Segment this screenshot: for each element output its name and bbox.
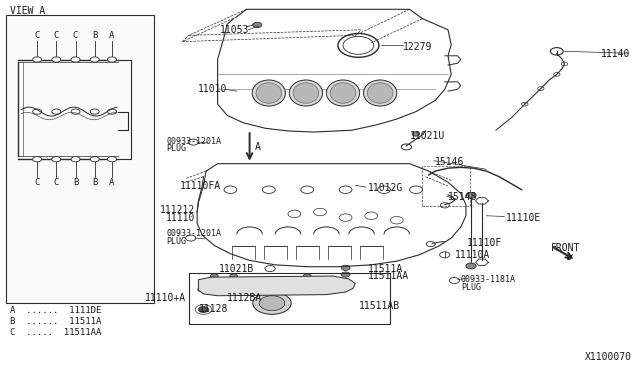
Circle shape [230, 274, 237, 278]
Text: 15148: 15148 [448, 192, 477, 202]
Text: X1100070: X1100070 [586, 352, 632, 362]
Circle shape [323, 278, 330, 282]
Text: 11511A: 11511A [368, 264, 403, 273]
Text: C: C [35, 31, 40, 40]
Text: A: A [109, 178, 115, 187]
Text: 11021B: 11021B [219, 264, 254, 273]
Text: 00933-1201A: 00933-1201A [166, 137, 221, 146]
Circle shape [33, 157, 42, 162]
Text: 11128: 11128 [198, 304, 228, 314]
Text: 11110A: 11110A [454, 250, 490, 260]
Text: A: A [255, 142, 260, 152]
Text: C: C [54, 178, 59, 187]
Circle shape [108, 109, 116, 114]
Text: 11053: 11053 [220, 25, 250, 35]
Circle shape [71, 157, 80, 162]
Circle shape [52, 157, 61, 162]
Text: B: B [92, 31, 97, 40]
Ellipse shape [367, 83, 393, 103]
Text: C: C [35, 178, 40, 187]
Text: 00933-1201A: 00933-1201A [166, 229, 221, 238]
Circle shape [342, 284, 349, 289]
Circle shape [108, 57, 116, 62]
Circle shape [466, 192, 476, 198]
Ellipse shape [256, 83, 282, 103]
Text: A: A [109, 31, 115, 40]
Circle shape [259, 296, 285, 311]
Polygon shape [198, 276, 355, 296]
Circle shape [90, 57, 99, 62]
Text: 11021U: 11021U [410, 131, 445, 141]
Text: FRONT: FRONT [550, 243, 580, 253]
Text: 11511AA: 11511AA [368, 271, 409, 281]
Circle shape [303, 274, 311, 278]
Circle shape [52, 109, 61, 114]
Circle shape [198, 287, 205, 292]
Text: 11110E: 11110E [506, 213, 541, 222]
Text: C: C [73, 31, 78, 40]
Circle shape [90, 109, 99, 114]
Ellipse shape [326, 80, 360, 106]
Circle shape [71, 57, 80, 62]
Ellipse shape [330, 83, 356, 103]
Circle shape [33, 57, 42, 62]
Ellipse shape [364, 80, 397, 106]
Circle shape [33, 109, 42, 114]
Text: 11110: 11110 [166, 213, 195, 222]
Text: 11012G: 11012G [368, 183, 403, 193]
Circle shape [253, 292, 291, 314]
Bar [189, 273, 390, 324]
Text: PLUG: PLUG [166, 144, 186, 153]
Ellipse shape [252, 80, 285, 106]
Ellipse shape [289, 80, 323, 106]
Text: C: C [54, 31, 59, 40]
Circle shape [412, 132, 420, 136]
Circle shape [52, 57, 61, 62]
Text: PLUG: PLUG [461, 283, 481, 292]
Text: 11110FA: 11110FA [180, 181, 221, 191]
Text: VIEW A: VIEW A [10, 6, 45, 16]
Text: 15146: 15146 [435, 157, 465, 167]
Text: B: B [73, 178, 78, 187]
Bar [422, 166, 470, 206]
Text: 11511AB: 11511AB [358, 301, 399, 311]
Text: C  .....  11511AA: C ..... 11511AA [10, 328, 101, 337]
Text: ↙: ↙ [565, 249, 574, 263]
Text: 111212: 111212 [160, 205, 195, 215]
Text: 11010: 11010 [198, 84, 227, 94]
Text: 11110F: 11110F [467, 238, 502, 247]
Text: 00933-1181A: 00933-1181A [461, 275, 516, 284]
Circle shape [198, 307, 209, 312]
Text: 11140: 11140 [601, 49, 630, 59]
Text: 12279: 12279 [403, 42, 433, 51]
Text: 1112BA: 1112BA [227, 294, 262, 303]
Circle shape [253, 22, 262, 28]
Circle shape [71, 109, 80, 114]
Ellipse shape [293, 83, 319, 103]
Bar [6, 15, 154, 303]
Text: B: B [92, 178, 97, 187]
Text: B  ......  11511A: B ...... 11511A [10, 317, 101, 326]
Circle shape [466, 263, 476, 269]
Text: PLUG: PLUG [166, 237, 186, 246]
Circle shape [211, 274, 218, 278]
Text: 11110+A: 11110+A [145, 294, 186, 303]
Text: A  ......  1111DE: A ...... 1111DE [10, 306, 101, 315]
Circle shape [108, 157, 116, 162]
Circle shape [341, 272, 350, 277]
Circle shape [90, 157, 99, 162]
Circle shape [341, 265, 350, 270]
